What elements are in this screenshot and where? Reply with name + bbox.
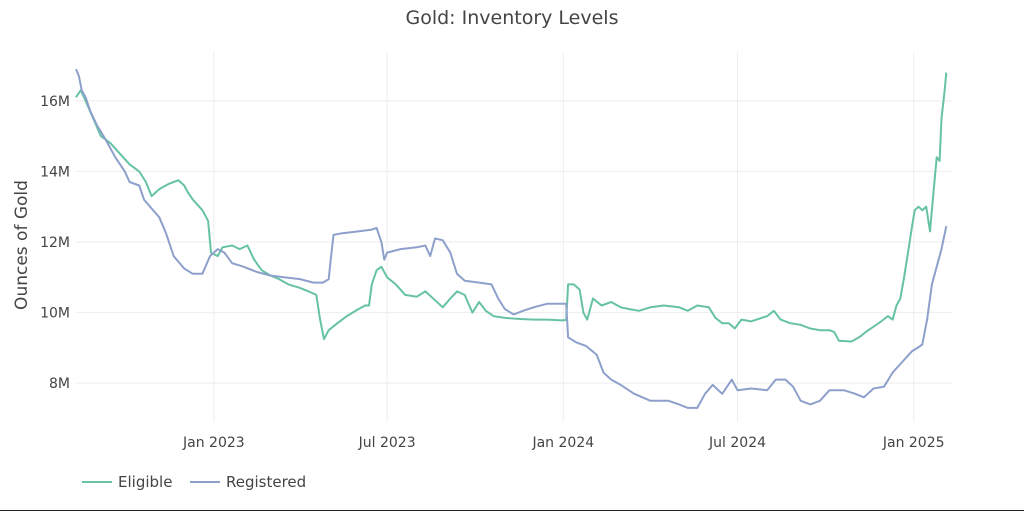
- y-tick-label: 14M: [40, 164, 70, 180]
- y-tick-label: 16M: [40, 94, 70, 110]
- y-tick-label: 8M: [49, 376, 70, 392]
- series-lines: [75, 68, 948, 409]
- series-line-eligible: [75, 72, 948, 343]
- x-tick-label: Jan 2025: [882, 435, 945, 451]
- legend-label: Eligible: [118, 473, 172, 491]
- legend-label: Registered: [226, 473, 306, 491]
- x-gridlines: [213, 52, 915, 422]
- x-tick-label: Jan 2024: [531, 435, 594, 451]
- legend-item-registered[interactable]: Registered: [190, 473, 306, 491]
- y-gridlines: [76, 100, 952, 384]
- x-tick-label: Jul 2023: [358, 435, 416, 451]
- y-tick-label: 10M: [40, 306, 70, 322]
- chart-title: Gold: Inventory Levels: [406, 7, 619, 29]
- x-tick-label: Jan 2023: [182, 435, 245, 451]
- x-tick-label: Jul 2024: [708, 435, 766, 451]
- series-line-registered: [75, 68, 948, 409]
- y-axis-ticks: 8M 10M 12M 14M 16M: [40, 94, 70, 392]
- y-tick-label: 12M: [40, 235, 70, 251]
- y-axis-label: Ounces of Gold: [12, 180, 32, 310]
- x-axis-ticks: Jan 2023 Jul 2023 Jan 2024 Jul 2024 Jan 2025: [182, 435, 945, 451]
- legend-item-eligible[interactable]: Eligible: [82, 473, 172, 491]
- legend[interactable]: Eligible Registered: [82, 473, 306, 491]
